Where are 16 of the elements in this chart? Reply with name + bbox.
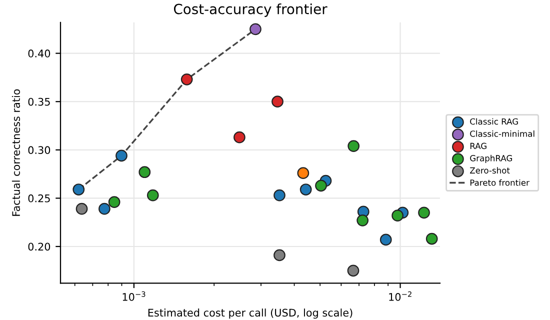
y-tick-label: 0.20 [28, 242, 50, 251]
chart-title: Cost-accuracy frontier [174, 4, 328, 17]
x-tick-label: 10$^{−2}$ [389, 291, 412, 301]
y-axis-title: Factual correctness ratio [12, 89, 20, 216]
legend-label: Zero-shot [470, 167, 510, 174]
legend-label: Pareto frontier [470, 179, 530, 186]
legend-label: GraphRAG [470, 154, 512, 163]
x-axis-title: Estimated cost per call (USD, log scale) [148, 308, 352, 319]
legend-label: RAG [470, 142, 486, 150]
y-tick-label: 0.35 [28, 98, 50, 106]
legend-label: Classic-minimal [470, 130, 534, 137]
y-tick-label: 0.30 [28, 146, 50, 154]
y-tick-label: 0.25 [28, 194, 50, 202]
legend-label: Classic RAG [470, 118, 518, 125]
y-tick-label: 0.40 [28, 50, 50, 58]
x-tick-label: 10$^{−3}$ [122, 291, 146, 301]
